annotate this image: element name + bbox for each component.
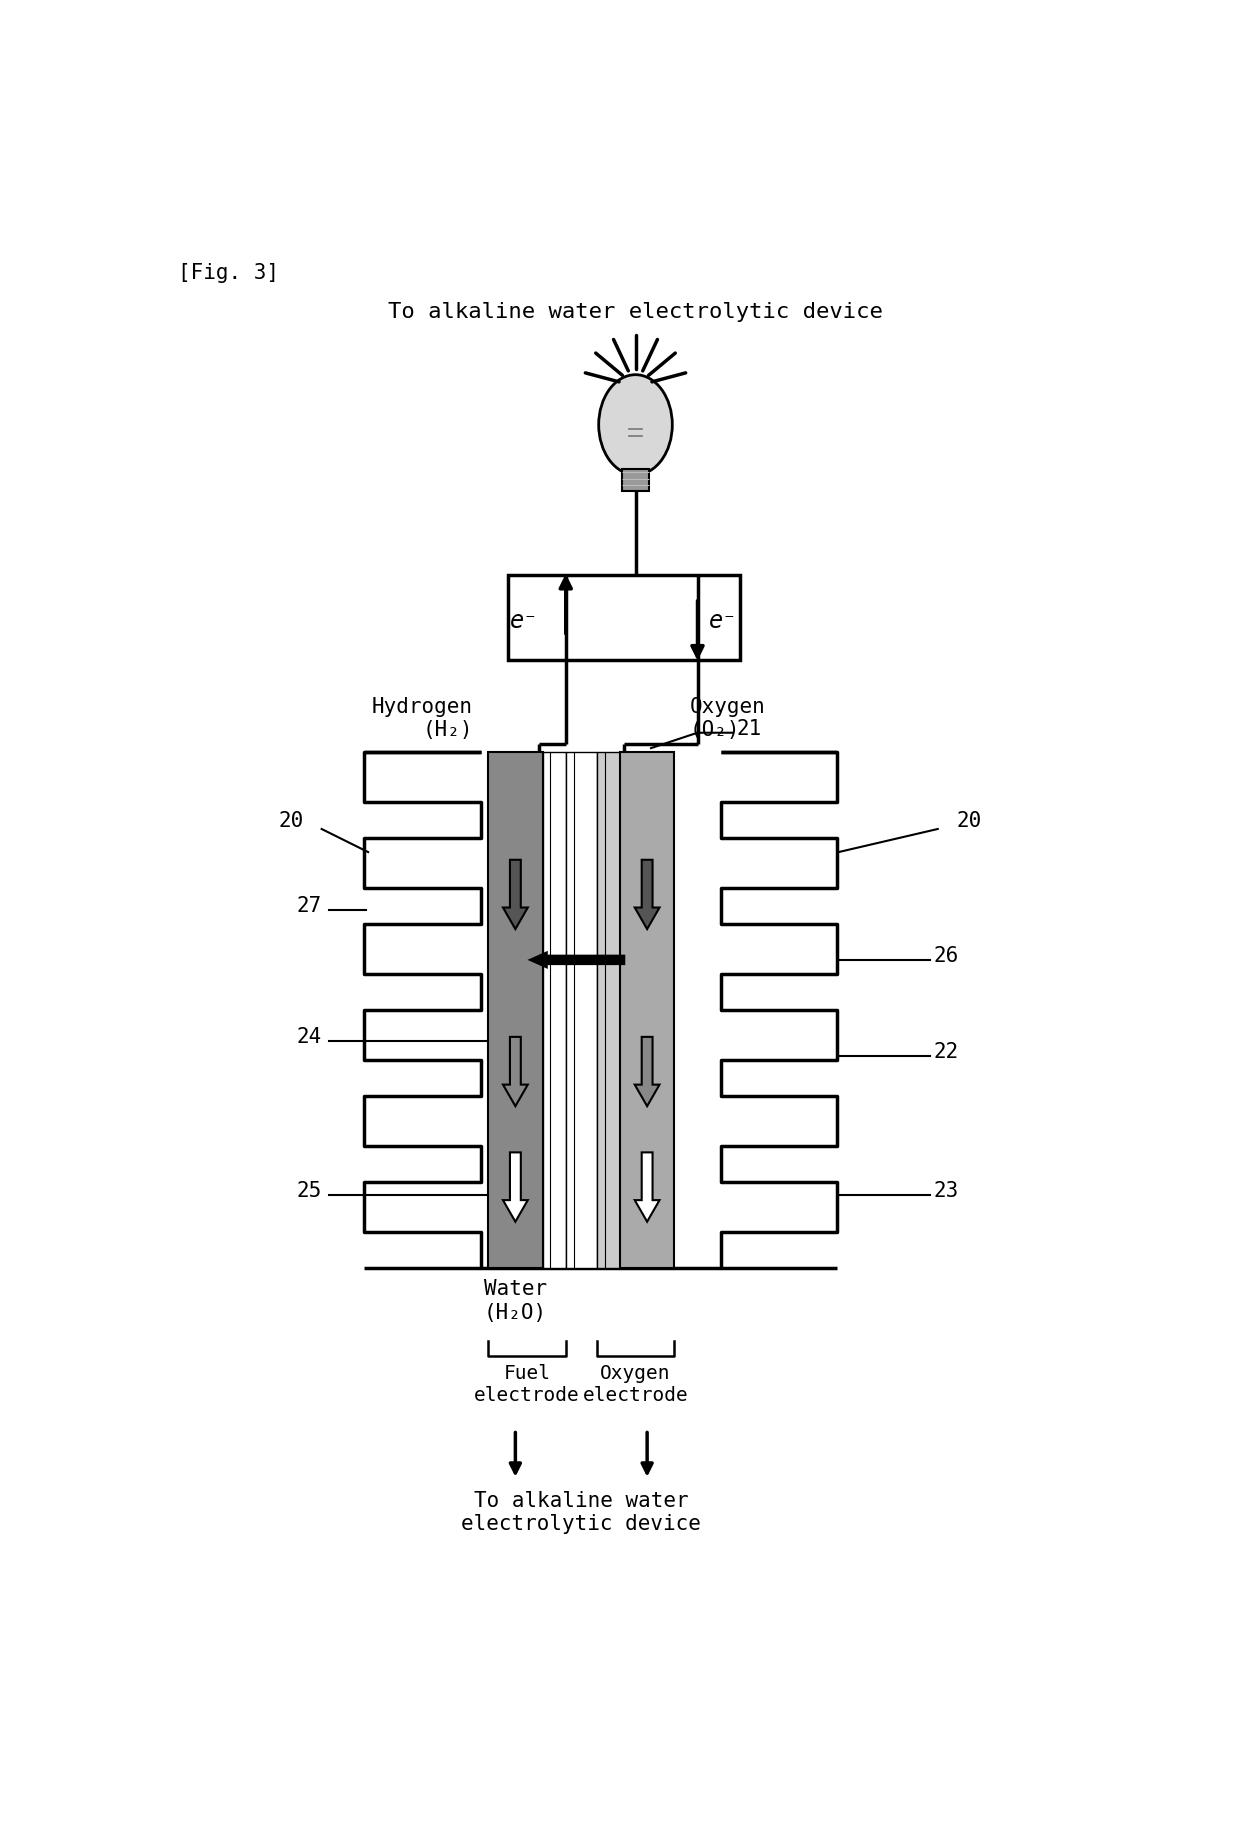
Bar — [565, 752, 596, 1267]
Text: Water
(H₂O): Water (H₂O) — [484, 1280, 547, 1322]
Text: 23: 23 — [934, 1181, 959, 1201]
FancyArrow shape — [635, 861, 660, 929]
Text: 26: 26 — [934, 945, 959, 965]
Text: Fuel
electrode: Fuel electrode — [474, 1365, 580, 1405]
Bar — [489, 752, 543, 1267]
FancyArrow shape — [503, 1153, 528, 1221]
Bar — [596, 752, 620, 1267]
FancyArrow shape — [503, 1037, 528, 1107]
Text: e⁻: e⁻ — [709, 609, 738, 633]
Text: [Fig. 3]: [Fig. 3] — [179, 263, 279, 283]
FancyArrow shape — [503, 861, 528, 929]
Bar — [543, 752, 565, 1267]
Text: 20: 20 — [956, 811, 981, 831]
Text: OH⁻: OH⁻ — [635, 936, 673, 956]
FancyArrow shape — [531, 953, 624, 967]
Text: Oxygen
(O₂): Oxygen (O₂) — [689, 697, 765, 741]
Text: Oxygen
electrode: Oxygen electrode — [583, 1365, 688, 1405]
Bar — [621, 469, 650, 491]
Text: 21: 21 — [737, 719, 761, 739]
Text: 24: 24 — [296, 1026, 321, 1046]
FancyArrow shape — [635, 1153, 660, 1221]
Bar — [507, 576, 740, 660]
Text: Hydrogen
(H₂): Hydrogen (H₂) — [372, 697, 472, 741]
Text: 20: 20 — [278, 811, 304, 831]
Bar — [620, 752, 675, 1267]
Text: e⁻: e⁻ — [510, 609, 538, 633]
Text: 22: 22 — [934, 1043, 959, 1063]
Ellipse shape — [599, 375, 672, 474]
Text: 25: 25 — [296, 1181, 321, 1201]
Text: To alkaline water
electrolytic device: To alkaline water electrolytic device — [461, 1491, 701, 1534]
Text: To alkaline water electrolytic device: To alkaline water electrolytic device — [388, 302, 883, 322]
Text: 27: 27 — [296, 896, 321, 916]
FancyArrow shape — [635, 1037, 660, 1107]
